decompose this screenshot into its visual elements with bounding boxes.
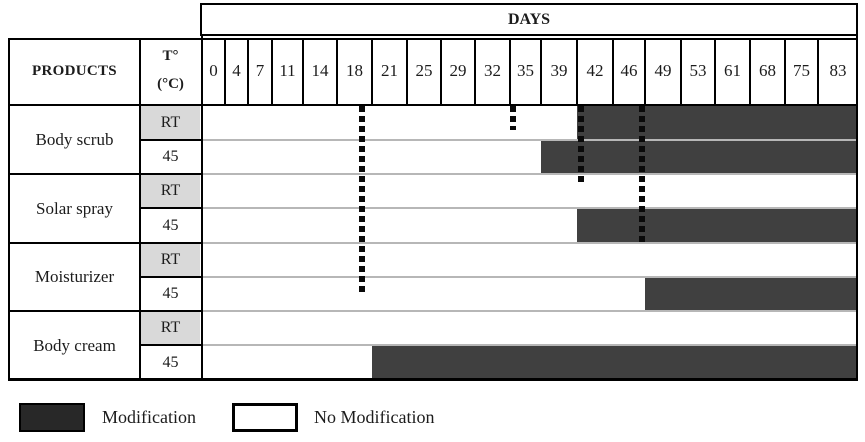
day-column-header: 49 <box>654 61 672 80</box>
day-column-header: 61 <box>724 61 741 80</box>
day-column-header: 21 <box>381 61 398 80</box>
day-column-header: 4 <box>232 61 241 80</box>
day-column-separator <box>224 38 226 104</box>
temp-cell: RT <box>160 319 181 336</box>
temp-header-label-line2: (°C) <box>157 76 184 92</box>
day-column-header: 25 <box>415 61 433 80</box>
product-cell: Body cream <box>33 335 116 355</box>
temp-header-label-line1: T° <box>162 48 179 65</box>
temp-cell: 45 <box>162 353 179 371</box>
temp-row-separator <box>139 276 202 278</box>
temp-cell-background <box>141 174 200 208</box>
temp-cell-background <box>141 311 200 345</box>
day-column-header: 35 <box>517 61 534 80</box>
product-group-separator <box>8 173 202 175</box>
day-column-header: 14 <box>311 61 329 80</box>
temp-cell: RT <box>160 114 181 131</box>
day-column-header: 68 <box>759 61 776 80</box>
day-column-separator <box>247 38 249 104</box>
day-column-header: 53 <box>689 61 707 80</box>
modification-bar <box>372 345 856 380</box>
legend-label-no-modification: No Modification <box>314 407 435 427</box>
temp-cell: RT <box>160 182 181 199</box>
day-column-separator <box>784 38 786 104</box>
day-column-separator <box>612 38 614 104</box>
product-cell: Moisturizer <box>34 267 115 286</box>
day-column-separator <box>680 38 682 104</box>
products-header-cell: PRODUCTS <box>10 38 139 104</box>
checkpoint-day-35 <box>510 106 517 131</box>
temp-cell: 45 <box>162 285 179 302</box>
chart-row-separator <box>202 344 856 346</box>
day-column-separator <box>714 38 716 104</box>
table-border-line <box>8 38 10 380</box>
day-column-header: 39 <box>550 61 568 80</box>
days-header-label: DAYS <box>507 10 551 28</box>
day-column-separator <box>817 38 819 104</box>
chart-row <box>202 311 856 345</box>
day-column-header: 0 <box>209 61 218 80</box>
day-column-separator <box>576 38 578 104</box>
day-column-header: 11 <box>279 61 296 80</box>
day-column-header: 18 <box>346 61 363 80</box>
product-cell: Solar spray <box>36 198 113 218</box>
modification-bar <box>645 277 856 311</box>
modification-bar <box>577 208 856 243</box>
day-column-separator <box>302 38 304 104</box>
temp-header-cell: T° (°C) <box>141 38 200 104</box>
temp-cell-background <box>141 106 200 140</box>
chart-row <box>202 174 856 208</box>
day-column-header: 75 <box>793 61 810 80</box>
temp-cell: 45 <box>162 148 179 165</box>
product-group-separator <box>8 242 202 244</box>
chart-row-separator <box>202 276 856 278</box>
days-header-band: DAYS <box>200 3 858 36</box>
day-column-separator <box>336 38 338 104</box>
table-border-line <box>856 36 858 380</box>
temp-cell-background <box>141 243 200 277</box>
day-column-header: 29 <box>449 61 467 80</box>
temp-row-separator <box>139 207 202 209</box>
legend-swatch-modification <box>19 403 85 432</box>
day-column-header: 42 <box>586 61 604 80</box>
legend-swatch-no-modification <box>232 403 298 432</box>
day-column-separator <box>540 38 542 104</box>
temp-cell: 45 <box>162 216 179 234</box>
table-border-line <box>8 38 858 40</box>
table-border-line <box>139 38 141 380</box>
legend-label-modification: Modification <box>102 407 196 427</box>
day-column-separator <box>271 38 273 104</box>
day-column-separator <box>406 38 408 104</box>
chart-row-separator <box>202 173 856 175</box>
day-column-separator <box>509 38 511 104</box>
day-column-separator <box>440 38 442 104</box>
day-column-header: 46 <box>620 61 638 80</box>
modification-bar <box>541 140 856 174</box>
day-column-separator <box>474 38 476 104</box>
chart-row-separator <box>202 310 856 312</box>
table-border-line <box>8 378 858 381</box>
temp-cell: RT <box>160 251 181 268</box>
day-column-separator <box>644 38 646 104</box>
day-column-header: 32 <box>484 61 501 80</box>
checkpoint-day-46 <box>639 106 646 243</box>
products-header-label: PRODUCTS <box>32 62 117 79</box>
chart-row-separator <box>202 207 856 209</box>
checkpoint-day-18 <box>359 106 366 296</box>
day-column-separator <box>749 38 751 104</box>
day-column-header: 7 <box>255 61 265 80</box>
day-column-separator <box>371 38 373 104</box>
product-group-separator <box>8 310 202 312</box>
product-cell: Body scrub <box>35 130 114 149</box>
chart-row-separator <box>202 139 856 141</box>
temp-row-separator <box>139 139 202 141</box>
chart-row <box>202 243 856 277</box>
day-column-header: 83 <box>829 61 847 80</box>
modification-bar <box>577 106 856 140</box>
checkpoint-day-42 <box>577 106 584 183</box>
chart-row-separator <box>202 242 856 244</box>
table-border-line <box>8 104 858 106</box>
temp-row-separator <box>139 344 202 346</box>
